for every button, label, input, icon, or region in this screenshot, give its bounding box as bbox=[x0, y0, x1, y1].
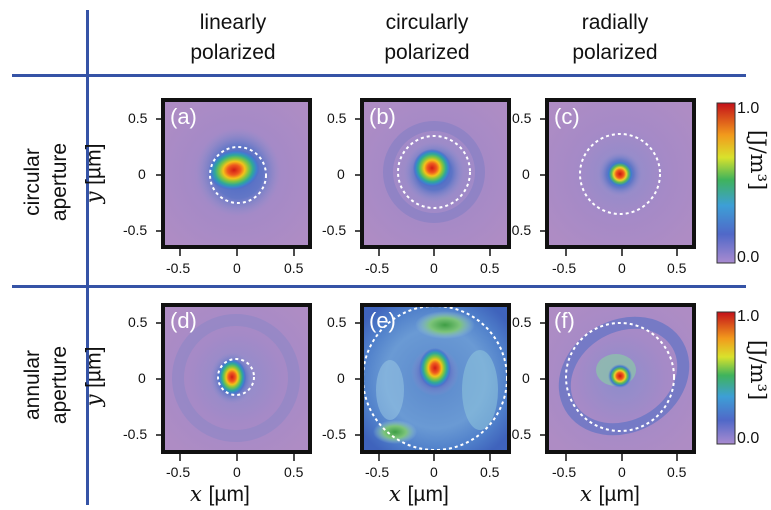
y-tick-label: 0.5 bbox=[327, 314, 347, 330]
x-axis-variable: x bbox=[580, 482, 592, 506]
panel-label-d: (d) bbox=[170, 308, 197, 333]
panel-c-image bbox=[547, 100, 694, 247]
column-header-line: polarized bbox=[572, 41, 658, 64]
panel-label-f: (f) bbox=[554, 308, 575, 333]
row-divider bbox=[12, 285, 746, 288]
y-tick-label: -0.5 bbox=[507, 222, 532, 238]
x-tick-label: 0 bbox=[430, 260, 438, 276]
x-axis-variable: x bbox=[389, 482, 401, 506]
y-tick-label: -0.5 bbox=[322, 426, 347, 442]
x-axis-unit: [µm] bbox=[598, 483, 640, 506]
column-header-line: linearly bbox=[199, 11, 267, 34]
aperture-ring bbox=[217, 358, 255, 396]
panel-frame bbox=[545, 98, 696, 249]
x-tick-label: 0 bbox=[618, 260, 626, 276]
colorbar-bottom bbox=[716, 311, 736, 445]
panel-b-image bbox=[362, 100, 509, 247]
x-tick-label: 0.5 bbox=[284, 260, 304, 276]
x-tick-label: 0 bbox=[233, 464, 241, 480]
panel-label-b: (b) bbox=[369, 104, 396, 129]
x-tick-label: -0.5 bbox=[166, 464, 191, 480]
column-header-radial: radially polarized bbox=[530, 8, 700, 68]
aperture-ring bbox=[565, 322, 675, 432]
x-tick-label: 0 bbox=[618, 464, 626, 480]
column-header-line: radially bbox=[581, 11, 649, 34]
y-tick-label: -0.5 bbox=[123, 222, 148, 238]
column-header-line: polarized bbox=[384, 41, 470, 64]
y-tick-label: 0.5 bbox=[327, 110, 347, 126]
y-axis-variable: y bbox=[81, 191, 106, 204]
column-header-line: circularly bbox=[385, 11, 469, 34]
panel-frame bbox=[161, 303, 312, 454]
y-tick-label: 0.5 bbox=[512, 110, 532, 126]
y-axis-ticks bbox=[156, 118, 545, 436]
panel-d-image bbox=[163, 305, 310, 452]
x-tick-label: -0.5 bbox=[365, 260, 390, 276]
y-tick-label: 0.5 bbox=[128, 110, 148, 126]
panel-label-c: (c) bbox=[554, 104, 580, 129]
x-axis-ticks-row1 bbox=[179, 249, 678, 256]
aperture-ring bbox=[579, 133, 661, 215]
panel-frame bbox=[161, 98, 312, 249]
panel-a-image bbox=[163, 100, 310, 247]
y-axis-unit: [µm] bbox=[82, 143, 106, 185]
panel-frame bbox=[545, 303, 696, 454]
colorbar-bottom-max: 1.0 bbox=[737, 308, 760, 325]
y-tick-label: 0 bbox=[138, 166, 146, 182]
x-tick-label: -0.5 bbox=[365, 464, 390, 480]
x-tick-label: -0.5 bbox=[552, 464, 577, 480]
panel-label-e: (e) bbox=[369, 308, 396, 333]
colorbar-bottom-min: 0.0 bbox=[737, 430, 760, 447]
x-tick-label: 0 bbox=[233, 260, 241, 276]
x-axis-title-3: x [µm] bbox=[580, 482, 640, 507]
x-axis-ticks-row2 bbox=[179, 454, 678, 461]
column-header-circular: circularly polarized bbox=[342, 8, 512, 68]
y-tick-label: -0.5 bbox=[123, 426, 148, 442]
y-axis-title-top: y [µm] bbox=[81, 144, 106, 204]
x-tick-label: 0.5 bbox=[480, 260, 500, 276]
panel-frame bbox=[360, 303, 511, 454]
panel-e-image bbox=[362, 305, 509, 452]
x-axis-unit: [µm] bbox=[208, 483, 250, 506]
x-axis-variable: x bbox=[190, 482, 202, 506]
colorbar-top-max: 1.0 bbox=[737, 100, 760, 117]
y-tick-label: 0.5 bbox=[512, 314, 532, 330]
panel-f-image bbox=[547, 305, 694, 452]
column-header-linear: linearly polarized bbox=[148, 8, 318, 68]
y-axis-variable: y bbox=[81, 394, 106, 407]
y-axis-unit: [µm] bbox=[82, 346, 106, 388]
colorbar-top-title: [J/m³] bbox=[746, 130, 770, 191]
x-tick-label: 0.5 bbox=[667, 464, 687, 480]
x-axis-title-1: x [µm] bbox=[190, 482, 250, 507]
colorbar-bottom-title: [J/m³] bbox=[746, 340, 770, 401]
y-axis-title-bottom: y [µm] bbox=[81, 347, 106, 407]
aperture-ring bbox=[397, 135, 471, 209]
x-tick-label: -0.5 bbox=[166, 260, 191, 276]
panel-frame bbox=[360, 98, 511, 249]
y-tick-label: 0 bbox=[337, 370, 345, 386]
x-axis-title-2: x [µm] bbox=[389, 482, 449, 507]
panel-label-a: (a) bbox=[170, 104, 197, 129]
y-tick-label: 0 bbox=[138, 370, 146, 386]
y-tick-label: 0 bbox=[522, 166, 530, 182]
colorbar-top-min: 0.0 bbox=[737, 249, 760, 266]
x-tick-label: -0.5 bbox=[552, 260, 577, 276]
y-tick-label: 0 bbox=[337, 166, 345, 182]
column-header-line: polarized bbox=[190, 41, 276, 64]
header-divider bbox=[12, 74, 746, 77]
vertical-divider bbox=[86, 10, 89, 505]
x-tick-label: 0.5 bbox=[480, 464, 500, 480]
x-tick-label: 0.5 bbox=[284, 464, 304, 480]
x-tick-label: 0.5 bbox=[667, 260, 687, 276]
colorbar-top bbox=[716, 102, 736, 264]
x-tick-label: 0 bbox=[430, 464, 438, 480]
x-axis-unit: [µm] bbox=[407, 483, 449, 506]
y-tick-label: 0.5 bbox=[128, 314, 148, 330]
y-tick-label: -0.5 bbox=[322, 222, 347, 238]
y-tick-label: 0 bbox=[522, 370, 530, 386]
y-tick-label: -0.5 bbox=[507, 426, 532, 442]
aperture-ring bbox=[209, 146, 267, 204]
